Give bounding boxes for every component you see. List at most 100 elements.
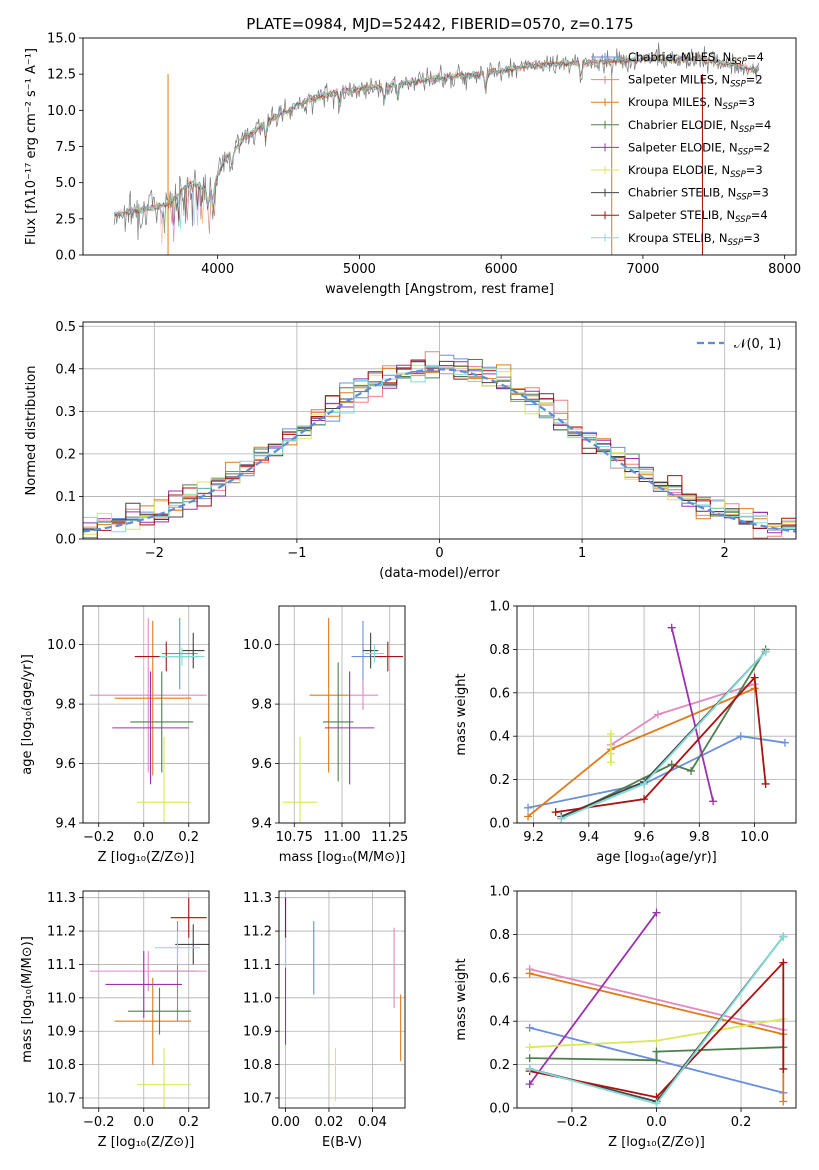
legend-label-tail: =4 xyxy=(747,50,764,64)
x-tick-label: −0.2 xyxy=(83,830,115,845)
x-tick-label: 9.6 xyxy=(634,830,655,845)
axes-frame xyxy=(516,605,797,824)
y-tick-label: 0.1 xyxy=(55,490,76,505)
plot-area xyxy=(524,623,789,823)
x-tick-label: 0 xyxy=(435,546,443,561)
data-point xyxy=(709,797,718,806)
y-tick-label: 9.4 xyxy=(251,817,272,832)
y-tick-label: 1.0 xyxy=(489,600,510,615)
x-axis-label: (data-model)/error xyxy=(379,566,500,581)
y-tick-label: 0.2 xyxy=(55,447,76,462)
y-tick-label: 11.1 xyxy=(243,958,272,973)
y-tick-label: 12.5 xyxy=(47,68,76,83)
y-tick-label: 10.7 xyxy=(47,1091,76,1106)
axes-frame xyxy=(516,890,797,1109)
data-point xyxy=(780,738,789,747)
plot-area xyxy=(284,897,402,1102)
figure-title: PLATE=0984, MJD=52442, FIBERID=0570, z=0… xyxy=(246,15,633,33)
x-tick-label: 2 xyxy=(721,546,729,561)
y-tick-label: 10.9 xyxy=(243,1025,272,1040)
data-point xyxy=(761,647,770,656)
weight-series-line xyxy=(529,968,784,1031)
legend-label-text: Salpeter MILES, N xyxy=(628,73,730,87)
weight-series-line xyxy=(555,675,767,813)
legend-label-sub: SSP xyxy=(739,125,755,135)
legend-label-text: Chabrier ELODIE, N xyxy=(628,118,739,132)
y-tick-label: 0.4 xyxy=(55,362,76,377)
plot-area xyxy=(83,351,796,539)
data-point xyxy=(524,812,533,821)
x-tick-label: 1 xyxy=(578,546,586,561)
x-tick-label: 0.2 xyxy=(731,1115,752,1130)
data-point xyxy=(525,1054,534,1063)
data-point xyxy=(652,1056,661,1065)
y-tick-label: 9.8 xyxy=(251,698,272,713)
legend-label-sub: SSP xyxy=(730,170,746,180)
y-tick-label: 10.7 xyxy=(243,1091,272,1106)
legend-label-tail: =3 xyxy=(752,186,769,200)
x-tick-label: 7000 xyxy=(626,262,659,277)
data-point xyxy=(779,1064,788,1073)
y-tick-label: 9.6 xyxy=(251,757,272,772)
model-spectrum xyxy=(114,53,760,243)
y-tick-label: 0.3 xyxy=(55,405,76,420)
x-tick-label: −0.2 xyxy=(83,1115,115,1130)
x-axis-label: mass [log₁₀(M/M⊙)] xyxy=(279,850,406,865)
plot-area xyxy=(282,617,404,823)
weight-series-line xyxy=(670,627,714,802)
axes-frame xyxy=(82,37,797,256)
y-tick-label: 11.1 xyxy=(47,958,76,973)
y-tick-label: 10.8 xyxy=(243,1058,272,1073)
plot-area xyxy=(113,42,760,255)
data-point xyxy=(652,1036,661,1045)
legend-label-text: Chabrier STELIB, N xyxy=(628,186,736,200)
x-axis-label: E(B-V) xyxy=(322,1135,362,1150)
legend-label-sub: SSP xyxy=(723,102,739,112)
legend-label-sub: SSP xyxy=(735,215,751,225)
y-tick-label: 10.0 xyxy=(47,104,76,119)
y-tick-label: 0.4 xyxy=(489,1015,510,1030)
legend-label-sub: SSP xyxy=(728,238,744,248)
x-axis-label: Z [log₁₀(Z/Z⊙)] xyxy=(98,850,195,865)
legend-label-text: Salpeter STELIB, N xyxy=(628,208,735,222)
y-tick-label: 9.4 xyxy=(55,817,76,832)
y-tick-label: 11.2 xyxy=(47,925,76,940)
panel-spectrum: 4000 5000 6000 7000 8000 0.0 2.5 5.0 7.5 10.0 12.5… xyxy=(24,32,801,298)
x-tick-label: 9.8 xyxy=(689,830,710,845)
x-tick-label: −2 xyxy=(145,546,164,561)
legend-label: 𝒩(0, 1) xyxy=(734,337,781,352)
y-axis-label: Flux [fλ10⁻¹⁷ erg cm⁻² s⁻¹ A⁻¹] xyxy=(24,48,39,245)
x-tick-label: 9.4 xyxy=(578,830,599,845)
x-axis-label: Z [log₁₀(Z/Z⊙)] xyxy=(98,1135,195,1150)
data-point xyxy=(551,808,560,817)
y-tick-label: 0.4 xyxy=(489,730,510,745)
weight-series-line xyxy=(560,648,767,820)
x-tick-label: 0.0 xyxy=(646,1115,667,1130)
x-tick-label: 0.04 xyxy=(358,1115,387,1130)
y-tick-label: 9.8 xyxy=(55,698,76,713)
data-point xyxy=(606,749,615,758)
axes-frame xyxy=(82,890,210,1109)
x-tick-label: 9.2 xyxy=(523,830,544,845)
data-point xyxy=(750,673,759,682)
legend-label-text: Kroupa STELIB, N xyxy=(628,231,728,245)
data-point xyxy=(524,803,533,812)
panel-mass-vs-Z: −0.2 0.0 0.2 10.7 10.8 10.9 11.0 11.1 11.2 11.3 Z … xyxy=(20,890,210,1150)
y-tick-label: 10.0 xyxy=(47,638,76,653)
legend-label: Salpeter STELIB, NSSP=4 xyxy=(628,208,768,225)
y-tick-label: 11.3 xyxy=(47,891,76,906)
y-axis-label: age [log₁₀(age/yr)] xyxy=(20,654,35,775)
data-point xyxy=(640,795,649,804)
data-point xyxy=(653,710,662,719)
data-point xyxy=(606,730,615,739)
legend-label: Chabrier ELODIE, NSSP=4 xyxy=(628,118,771,135)
panel-residuals: −2 −1 0 1 2 0.0 0.1 0.2 0.3 0.4 0.5 (data-model)/er… xyxy=(24,320,797,581)
data-point xyxy=(779,958,788,967)
weight-series-line xyxy=(528,912,658,1085)
y-axis-label: mass weight xyxy=(454,958,469,1040)
x-tick-label: 0.2 xyxy=(178,1115,199,1130)
data-point xyxy=(525,969,534,978)
x-tick-label: −0.2 xyxy=(556,1115,588,1130)
plot-area xyxy=(525,908,788,1108)
